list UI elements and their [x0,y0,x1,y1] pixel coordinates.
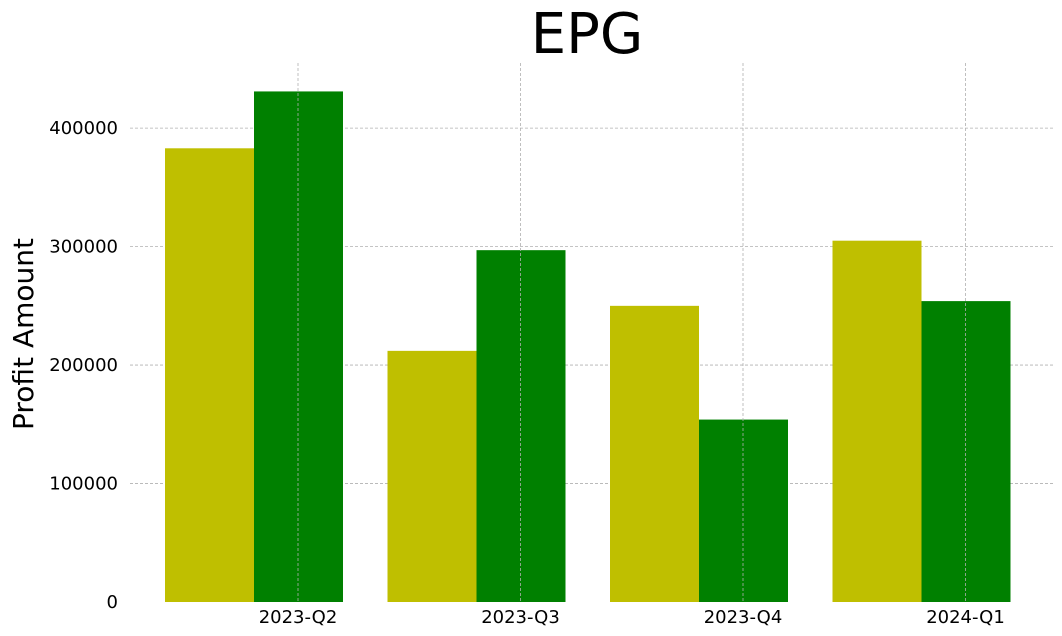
y-axis-label: Profit Amount [7,238,40,430]
y-tick-label: 400000 [49,118,118,139]
y-tick-label: 200000 [49,355,118,376]
bar-series-2 [921,301,1011,602]
bar-series-1 [610,305,699,602]
bar-series-1 [165,148,254,603]
x-tick-label: 2023-Q3 [481,607,560,628]
x-axis-ticks: 2023-Q2 2023-Q3 2023-Q4 2024-Q1 [259,607,1005,628]
y-tick-label: 0 [107,592,118,613]
y-tick-label: 300000 [49,237,118,258]
bar-series-2 [254,91,343,602]
bar-series-1 [832,240,922,602]
chart-title: EPG [531,2,644,67]
x-tick-label: 2023-Q4 [704,607,783,628]
bar-series-2 [476,250,566,602]
bars [165,63,1011,603]
bar-series-1 [387,350,477,602]
x-tick-label: 2024-Q1 [926,607,1005,628]
bar-series-2 [699,419,788,602]
y-axis-ticks: 0 100000 200000 300000 400000 [49,118,118,613]
x-tick-label: 2023-Q2 [259,607,338,628]
y-tick-label: 100000 [49,474,118,495]
